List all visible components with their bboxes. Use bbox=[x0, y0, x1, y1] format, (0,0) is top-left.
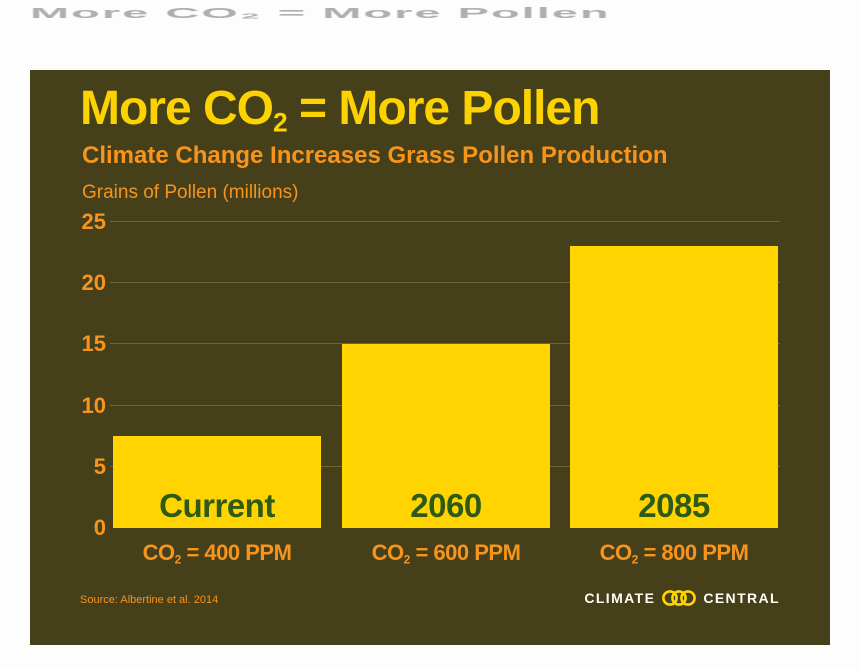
title-pre: More CO bbox=[80, 82, 274, 135]
sublabel-subscript: 2 bbox=[631, 552, 639, 567]
x-sublabel-800ppm: CO2 = 800 PPM bbox=[570, 540, 778, 566]
y-tick-25: 25 bbox=[81, 209, 106, 234]
bar-2085: 2085 bbox=[570, 246, 778, 528]
sublabel-post: = 400 PPM bbox=[180, 540, 292, 565]
bar-label-current: Current bbox=[159, 487, 275, 524]
sublabel-post: = 800 PPM bbox=[637, 540, 749, 565]
gridline-25 bbox=[110, 221, 780, 222]
plot-area: Current 2060 2085 bbox=[110, 221, 780, 528]
sublabel-pre: CO bbox=[599, 540, 633, 565]
bar-label-2085: 2085 bbox=[638, 487, 710, 524]
y-tick-0: 0 bbox=[93, 515, 106, 540]
watermark-artifact: More CO₂ = More Pollen bbox=[30, 4, 658, 22]
y-tick-20: 20 bbox=[81, 270, 106, 295]
gridline-15 bbox=[110, 343, 780, 345]
sublabel-pre: CO bbox=[142, 540, 176, 565]
chart-title: More CO2 = More Pollen bbox=[80, 82, 600, 138]
bar-label-2060: 2060 bbox=[410, 487, 482, 524]
title-post: = More Pollen bbox=[286, 82, 600, 135]
chart-subtitle: Climate Change Increases Grass Pollen Pr… bbox=[82, 142, 668, 169]
logo-rings-icon bbox=[662, 590, 697, 606]
logo-text-climate: CLIMATE bbox=[584, 590, 656, 606]
gridline-20 bbox=[110, 282, 780, 284]
x-sublabel-600ppm: CO2 = 600 PPM bbox=[342, 540, 550, 566]
y-tick-15: 15 bbox=[81, 331, 106, 356]
title-subscript: 2 bbox=[273, 107, 288, 138]
bar-2060: 2060 bbox=[342, 344, 550, 528]
source-credit: Source: Albertine et al. 2014 bbox=[80, 594, 219, 606]
logo-text-central: CENTRAL bbox=[703, 590, 780, 606]
x-sublabel-400ppm: CO2 = 400 PPM bbox=[113, 540, 321, 566]
y-tick-10: 10 bbox=[81, 393, 106, 418]
sublabel-post: = 600 PPM bbox=[409, 540, 521, 565]
sublabel-subscript: 2 bbox=[174, 552, 182, 567]
climate-central-logo: CLIMATE CENTRAL bbox=[584, 589, 780, 607]
watermark-text: More CO₂ = More Pollen bbox=[30, 4, 611, 21]
y-tick-5: 5 bbox=[93, 454, 106, 479]
sublabel-subscript: 2 bbox=[403, 552, 411, 567]
y-axis-label: Grains of Pollen (millions) bbox=[82, 182, 299, 203]
sublabel-pre: CO bbox=[371, 540, 405, 565]
bar-current: Current bbox=[113, 436, 321, 528]
chart-panel: More CO2 = More Pollen Climate Change In… bbox=[30, 70, 830, 645]
